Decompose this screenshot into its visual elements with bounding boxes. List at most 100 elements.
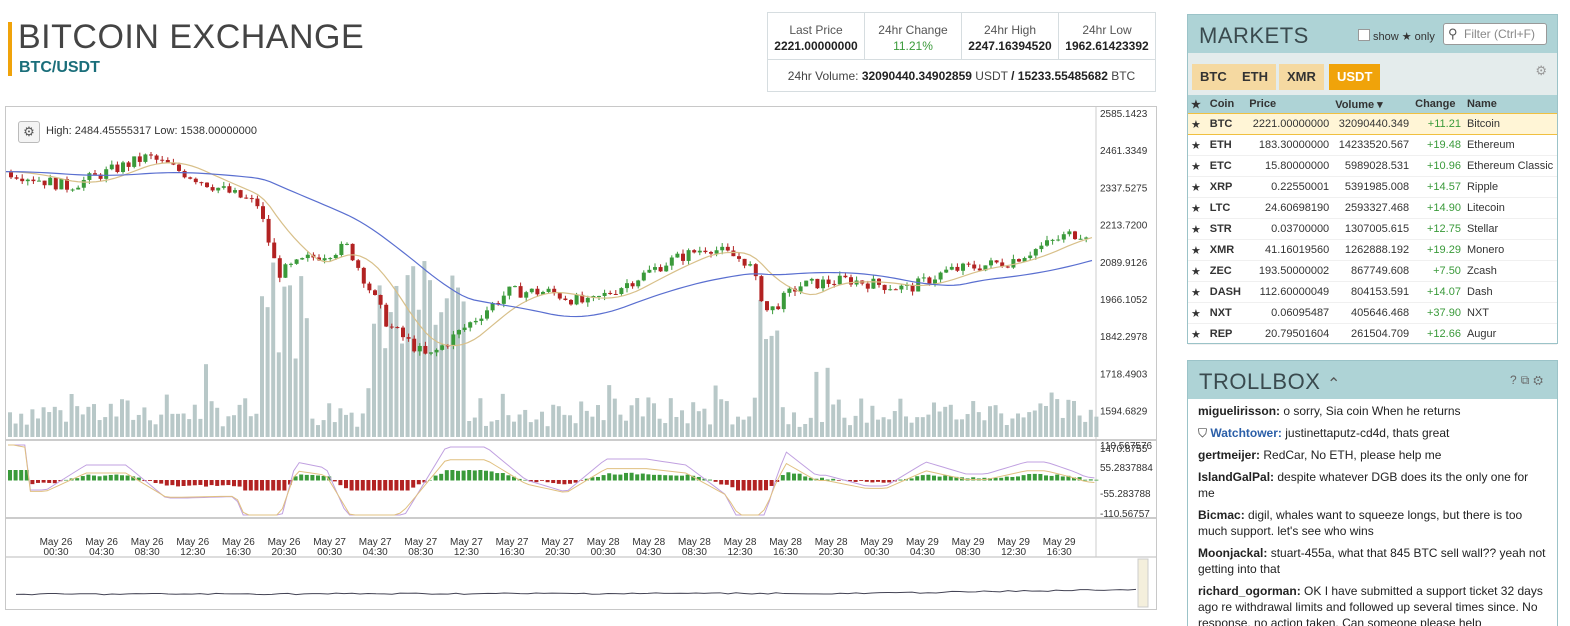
market-price: 0.22550001 — [1246, 176, 1333, 198]
price-chart[interactable]: 2585.1423 2461.3349 2337.5275 2213.7200 2089… — [5, 106, 1157, 610]
checkbox-icon[interactable] — [1358, 29, 1370, 41]
macd-bar — [937, 476, 942, 481]
chat-username[interactable]: Watchtower: — [1210, 426, 1282, 440]
market-row[interactable]: ★ ZEC 193.50000002 867749.608 +7.50 Zcash — [1188, 260, 1557, 282]
candle-body — [983, 265, 988, 271]
macd-bar — [170, 480, 175, 486]
chat-text: despite whatever DGB does its the only o… — [1198, 470, 1529, 500]
chat-username[interactable]: miguelirisson: — [1198, 404, 1281, 418]
star-icon[interactable]: ★ — [1188, 113, 1207, 135]
markets-col-header[interactable]: Name — [1463, 95, 1557, 114]
show-starred-toggle[interactable]: show ★ only — [1358, 29, 1435, 43]
market-change: +14.57 — [1412, 176, 1464, 198]
market-row[interactable]: ★ ETH 183.30000000 14233520.567 +19.48 Ethere… — [1188, 134, 1557, 156]
star-icon[interactable]: ★ — [1188, 260, 1207, 282]
market-row[interactable]: ★ LTC 24.60698190 2593327.468 +14.90 Litecoin — [1188, 197, 1557, 219]
macd-bar — [450, 470, 455, 481]
chat-username[interactable]: richard_ogorman: — [1198, 584, 1301, 598]
popout-icon[interactable]: ⧉ — [1520, 373, 1534, 387]
candle-body — [781, 292, 786, 310]
macd-line — [8, 444, 1095, 516]
chart-settings-gear-icon[interactable]: ⚙ — [18, 121, 40, 143]
macd-bar — [635, 474, 640, 481]
market-row[interactable]: ★ NXT 0.06095487 405646.468 +37.90 NXT — [1188, 302, 1557, 324]
macd-bar — [534, 480, 539, 483]
market-change: +19.48 — [1412, 134, 1464, 156]
star-icon[interactable]: ★ — [1188, 302, 1207, 324]
candle-body — [686, 250, 691, 261]
market-price: 20.79501604 — [1246, 323, 1333, 345]
volume-bar — [377, 285, 382, 437]
candle-body — [81, 179, 86, 188]
collapse-chevron-up-icon[interactable]: ⌃ — [1327, 376, 1341, 393]
star-icon[interactable]: ★ — [1188, 134, 1207, 156]
star-icon[interactable]: ★ — [1188, 281, 1207, 303]
market-coin: XRP — [1206, 176, 1247, 198]
macd-bar — [668, 475, 673, 481]
market-settings-gear-icon[interactable]: ⚙ — [1535, 63, 1547, 78]
candle-body — [507, 286, 512, 296]
volume-bar — [248, 416, 253, 437]
markets-col-header[interactable]: Change — [1412, 95, 1464, 114]
chat-message: ⛉ Watchtower: justinettaputz-cd4d, thats… — [1198, 425, 1547, 441]
markets-col-header[interactable]: Price — [1246, 95, 1333, 114]
market-row[interactable]: ★ XRP 0.22550001 5391985.008 +14.57 Ripple — [1188, 176, 1557, 198]
chat-username[interactable]: IslandGalPal: — [1198, 470, 1275, 484]
chart-canvas[interactable]: 2585.1423 2461.3349 2337.5275 2213.7200 2089… — [6, 107, 1156, 609]
trollbox-messages[interactable]: miguelirisson: o sorry, Sia coin When he… — [1188, 399, 1557, 626]
tab-btc[interactable]: BTC — [1192, 64, 1235, 90]
candle-body — [221, 186, 226, 188]
macd-bar — [120, 475, 124, 481]
tab-usdt[interactable]: USDT — [1329, 64, 1381, 90]
chat-username[interactable]: Bicmac: — [1198, 508, 1245, 522]
star-icon[interactable]: ★ — [1188, 323, 1207, 345]
market-filter-input[interactable]: ⚲ Filter (Ctrl+F) — [1443, 23, 1547, 45]
volume-bar — [108, 403, 113, 437]
star-icon[interactable]: ★ — [1188, 218, 1207, 240]
macd-bar — [176, 480, 180, 487]
candle-body — [1017, 259, 1021, 262]
market-row[interactable]: ★ ETC 15.80000000 5989028.531 +10.96 Ethereum… — [1188, 155, 1557, 177]
market-row[interactable]: ★ XMR 41.16019560 1262888.192 +19.29 Monero — [1188, 239, 1557, 261]
trollbox-gear-icon[interactable]: ⚙ — [1533, 373, 1547, 387]
market-row[interactable]: ★ REP 20.79501604 261504.709 +12.66 Augur — [1188, 323, 1557, 345]
candle-body — [227, 186, 232, 193]
price-tick-label: 1594.6829 — [1100, 407, 1148, 418]
chat-username[interactable]: Moonjackal: — [1198, 546, 1268, 560]
macd-bar — [1021, 475, 1026, 481]
star-icon[interactable]: ★ — [1188, 239, 1207, 261]
volume-bar — [814, 371, 819, 437]
chat-text: o sorry, Sia coin When he returns — [1280, 404, 1461, 418]
candle-body — [333, 254, 338, 259]
markets-col-header[interactable]: Volume ▾ — [1332, 95, 1413, 114]
star-icon[interactable]: ★ — [1188, 155, 1207, 177]
macd-bar — [1049, 475, 1054, 481]
tab-eth[interactable]: ETH — [1234, 64, 1276, 90]
macd-bar — [86, 474, 91, 481]
price-tick-label: 2337.5275 — [1100, 183, 1148, 194]
star-icon[interactable]: ★ — [1188, 176, 1207, 198]
trollbox-panel: TROLLBOX ⌃ ?⧉⚙ miguelirisson: o sorry, S… — [1187, 360, 1558, 626]
candle-body — [406, 337, 411, 339]
market-row[interactable]: ★ BTC 2221.00000000 32090440.349 +11.21 Bitco… — [1188, 113, 1557, 135]
volume-bar — [545, 426, 550, 437]
markets-col-header[interactable]: Coin — [1206, 95, 1247, 114]
macd-bar — [713, 480, 718, 482]
markets-col-header[interactable]: ★ — [1188, 95, 1207, 114]
time-tick-label: 04:30 — [636, 547, 661, 558]
help-icon[interactable]: ? — [1510, 373, 1521, 387]
tab-xmr[interactable]: XMR — [1279, 64, 1324, 90]
candle-body — [798, 286, 803, 292]
market-row[interactable]: ★ STR 0.03700000 1307005.615 +12.75 Stellar — [1188, 218, 1557, 240]
market-row[interactable]: ★ DASH 112.60000049 804153.591 +14.07 Dash — [1188, 281, 1557, 303]
volume-bar — [276, 352, 281, 437]
macd-bar — [876, 480, 880, 482]
chat-text: OK I have submitted a support ticket 32 … — [1198, 584, 1543, 626]
macd-bar — [237, 480, 242, 487]
volume-bar — [19, 413, 24, 437]
volume-bar — [657, 418, 662, 437]
chat-username[interactable]: gertmeijer: — [1198, 448, 1261, 462]
macd-bar — [204, 480, 208, 487]
star-icon[interactable]: ★ — [1188, 197, 1207, 219]
volume-bar — [187, 419, 192, 437]
